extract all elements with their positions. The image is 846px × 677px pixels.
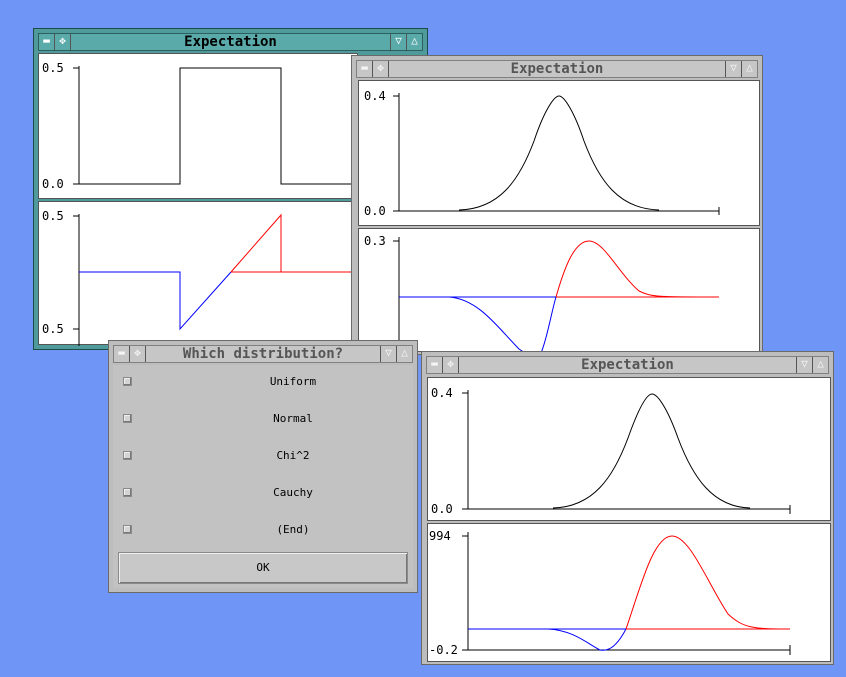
positive-part-curve (230, 213, 359, 273)
lower-icon[interactable]: ▽ (380, 346, 396, 362)
y-max-label: 0.3 (364, 234, 386, 248)
integrand-plot: 0.3 (358, 228, 760, 353)
option-cauchy[interactable]: Cauchy (113, 483, 413, 505)
density-plot: 0.4 0.0 (358, 80, 760, 226)
title-bar[interactable]: ▬ ✥ Expectation ▽ △ (426, 356, 829, 374)
title-bar[interactable]: ▬ ✥ Which distribution? ▽ △ (113, 345, 413, 363)
raise-icon[interactable]: △ (812, 357, 828, 373)
window-title: Expectation (184, 34, 277, 50)
option-end[interactable]: (End) (113, 520, 413, 542)
raise-icon[interactable]: △ (406, 34, 422, 50)
minimize-icon[interactable]: ▬ (357, 61, 373, 77)
y-max-label: 994 (429, 529, 451, 543)
window-title: Expectation (581, 357, 674, 373)
move-icon[interactable]: ✥ (55, 34, 71, 50)
dialog-body: Uniform Normal Chi^2 Cauchy (End) OK (113, 365, 413, 588)
density-curve (552, 393, 751, 509)
y-min-label: -0.2 (429, 643, 458, 657)
minimize-icon[interactable]: ▬ (427, 357, 443, 373)
option-label: Normal (273, 412, 313, 425)
y-min-label: 0.0 (364, 204, 386, 218)
checkbox[interactable] (123, 377, 132, 386)
integrand-plot: 994 -0.2 (427, 523, 831, 662)
y-min-label: 0.5 (42, 322, 64, 336)
lower-icon[interactable]: ▽ (725, 61, 741, 77)
dialog-title: Which distribution? (182, 346, 344, 362)
negative-part-curve (79, 271, 232, 331)
positive-part-curve (555, 240, 720, 298)
density-curve (79, 67, 359, 185)
option-label: Uniform (269, 375, 317, 388)
title-bar[interactable]: ▬ ✥ Expectation ▽ △ (38, 33, 423, 51)
option-normal[interactable]: Normal (113, 409, 413, 431)
minimize-icon[interactable]: ▬ (114, 346, 130, 362)
integrand-plot: 0.5 0.5 (38, 201, 359, 346)
raise-icon[interactable]: △ (741, 61, 757, 77)
y-min-label: 0.0 (42, 177, 64, 191)
y-max-label: 0.5 (42, 61, 64, 75)
positive-part-curve (625, 535, 791, 630)
move-icon[interactable]: ✥ (373, 61, 389, 77)
option-uniform[interactable]: Uniform (113, 372, 413, 394)
raise-icon[interactable]: △ (396, 346, 412, 362)
density-plot: 0.4 0.0 (427, 377, 831, 521)
y-max-label: 0.5 (42, 209, 64, 223)
expectation-window-normal[interactable]: ▬ ✥ Expectation ▽ △ 0.4 0.0 0.3 (351, 55, 763, 355)
window-title: Expectation (510, 61, 604, 77)
y-min-label: 0.0 (431, 502, 453, 516)
density-curve (458, 95, 660, 211)
option-chi2[interactable]: Chi^2 (113, 446, 413, 468)
checkbox[interactable] (123, 488, 132, 497)
negative-part-curve (399, 296, 557, 353)
negative-part-curve (468, 628, 627, 651)
move-icon[interactable]: ✥ (130, 346, 146, 362)
checkbox[interactable] (123, 451, 132, 460)
move-icon[interactable]: ✥ (443, 357, 459, 373)
lower-icon[interactable]: ▽ (796, 357, 812, 373)
y-max-label: 0.4 (431, 386, 453, 400)
ok-button[interactable]: OK (118, 552, 408, 584)
option-label: Chi^2 (276, 449, 310, 462)
checkbox[interactable] (123, 414, 132, 423)
title-bar[interactable]: ▬ ✥ Expectation ▽ △ (356, 60, 758, 78)
checkbox[interactable] (123, 525, 132, 534)
lower-icon[interactable]: ▽ (390, 34, 406, 50)
expectation-window-chi2[interactable]: ▬ ✥ Expectation ▽ △ 0.4 0.0 994 -0.2 (421, 351, 834, 665)
minimize-icon[interactable]: ▬ (39, 34, 55, 50)
option-label: Cauchy (273, 486, 313, 499)
y-max-label: 0.4 (364, 89, 386, 103)
distribution-dialog[interactable]: ▬ ✥ Which distribution? ▽ △ Uniform Norm… (108, 340, 418, 593)
density-plot: 0.5 0.0 (38, 53, 359, 199)
option-label: (End) (276, 523, 310, 536)
